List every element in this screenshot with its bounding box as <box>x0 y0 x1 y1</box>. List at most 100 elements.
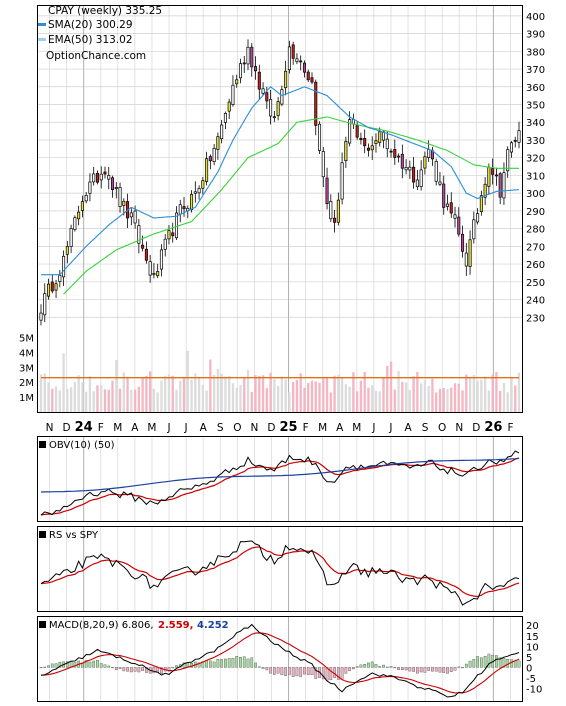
candle-body <box>336 199 340 223</box>
watermark: OptionChance.com <box>46 50 146 62</box>
time-tick-label: F <box>303 422 309 434</box>
candle-body <box>333 217 337 223</box>
candle-body <box>348 119 352 144</box>
macd-histogram-bar <box>472 658 476 668</box>
macd-signal-line <box>40 632 520 694</box>
macd-histogram-bar <box>336 667 340 680</box>
volume-bar <box>212 375 216 412</box>
macd-label: MACD(8,20,9) 6.806, <box>49 620 154 631</box>
candle-body <box>397 155 401 158</box>
volume-tick-label: 1M <box>19 393 34 404</box>
price-tick-label: 350 <box>526 101 545 112</box>
macd-histogram-bar <box>265 667 269 671</box>
rs-legend: RS vs SPY <box>39 530 99 541</box>
candle-body <box>122 200 126 206</box>
obv-line <box>40 450 520 516</box>
volume-bar <box>81 382 84 412</box>
macd-histogram-bar <box>96 659 99 668</box>
volume-bar <box>167 374 171 412</box>
candle-body <box>197 188 201 194</box>
candle-body <box>190 194 194 210</box>
volume-bar <box>322 378 325 412</box>
volume-bar <box>284 379 287 412</box>
volume-bar <box>156 392 159 412</box>
candle-body <box>415 179 419 188</box>
candle-body <box>461 233 465 252</box>
macd-histogram-bar <box>434 667 438 672</box>
candle-body <box>400 153 404 169</box>
candle-body <box>103 171 107 175</box>
macd-histogram-bar <box>141 667 144 671</box>
volume-bar <box>329 392 332 412</box>
time-tick-label: F <box>98 422 104 434</box>
volume-bar <box>461 390 464 412</box>
volume-bar <box>397 370 400 412</box>
volume-bar <box>186 350 189 412</box>
macd-histogram-bar <box>348 667 351 672</box>
volume-bar <box>280 376 284 412</box>
candle-body <box>276 101 280 116</box>
macd-histogram-bar <box>464 663 468 668</box>
candle-body <box>393 149 397 158</box>
time-tick-label: J <box>184 422 188 434</box>
macd-histogram-bar <box>276 667 280 674</box>
volume-bar <box>179 380 182 412</box>
macd-histogram-bar <box>303 667 306 675</box>
candle-body <box>227 101 231 112</box>
volume-bar <box>276 385 280 412</box>
candle-body <box>472 219 476 240</box>
candle-body <box>167 230 171 240</box>
price-tick-label: 340 <box>526 118 545 129</box>
price-candles <box>39 39 521 326</box>
macd-histogram-bar <box>295 667 299 677</box>
volume-bar <box>386 365 389 412</box>
macd-histogram-bar <box>449 667 453 672</box>
candle-body <box>246 46 250 65</box>
candle-body <box>257 71 261 90</box>
macd-histogram-bar <box>103 664 107 668</box>
candle-body <box>107 175 111 180</box>
macd-histogram-bar <box>427 667 431 671</box>
volume-bar <box>205 390 208 412</box>
rs-line <box>40 540 520 606</box>
candle-body <box>223 113 227 123</box>
macd-histogram-bar <box>212 661 216 668</box>
candle-body <box>325 177 329 205</box>
volume-bar <box>43 373 46 412</box>
macd-histogram-bar <box>175 665 178 668</box>
candle-body <box>344 141 348 162</box>
macd-histogram-bar <box>476 656 479 668</box>
volume-bar <box>465 374 468 412</box>
volume-bar <box>337 374 340 412</box>
candle-body <box>445 203 450 207</box>
macd-histogram-bar <box>220 659 224 668</box>
volume-bar <box>348 386 351 412</box>
time-tick-label: F <box>507 422 513 434</box>
candle-body <box>295 58 299 62</box>
volume-bar <box>472 375 476 412</box>
macd-histogram-bar <box>171 667 175 669</box>
time-tick-label: N <box>46 422 54 434</box>
macd-histogram-bar <box>54 663 58 668</box>
time-tick-label: S <box>422 422 429 434</box>
volume-bar <box>431 378 434 412</box>
macd-histogram-bar <box>246 658 250 668</box>
time-tick-label: A <box>200 422 208 434</box>
volume-bar <box>491 374 494 412</box>
candle-body <box>80 201 84 211</box>
candle-body <box>419 169 423 188</box>
candle-body <box>114 186 118 190</box>
volume-bar <box>476 380 479 412</box>
candle-body <box>99 173 103 181</box>
macd-histogram-bar <box>43 666 47 668</box>
volume-tick-label: 2M <box>19 378 34 389</box>
macd-histogram-bar <box>367 662 370 668</box>
price-tick-label: 380 <box>526 47 545 58</box>
candle-body <box>423 156 427 169</box>
macd-histogram-bar <box>227 658 231 668</box>
candle-body <box>216 136 220 150</box>
time-tick-label: O <box>438 422 446 434</box>
candle-body <box>47 283 51 297</box>
macd-histogram-bar <box>133 667 137 672</box>
volume-bar <box>517 372 521 412</box>
